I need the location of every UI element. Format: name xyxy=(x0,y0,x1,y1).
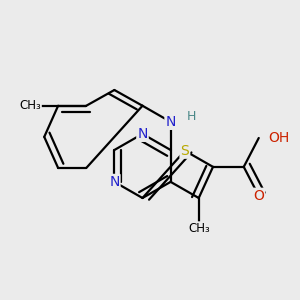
Text: O: O xyxy=(253,189,264,203)
Text: H: H xyxy=(187,110,196,124)
Text: S: S xyxy=(181,144,189,158)
Text: CH₃: CH₃ xyxy=(19,99,41,112)
Text: OH: OH xyxy=(268,131,290,145)
Text: N: N xyxy=(109,175,120,189)
Text: N: N xyxy=(137,127,148,141)
Text: CH₃: CH₃ xyxy=(188,222,210,235)
Text: N: N xyxy=(165,115,176,129)
